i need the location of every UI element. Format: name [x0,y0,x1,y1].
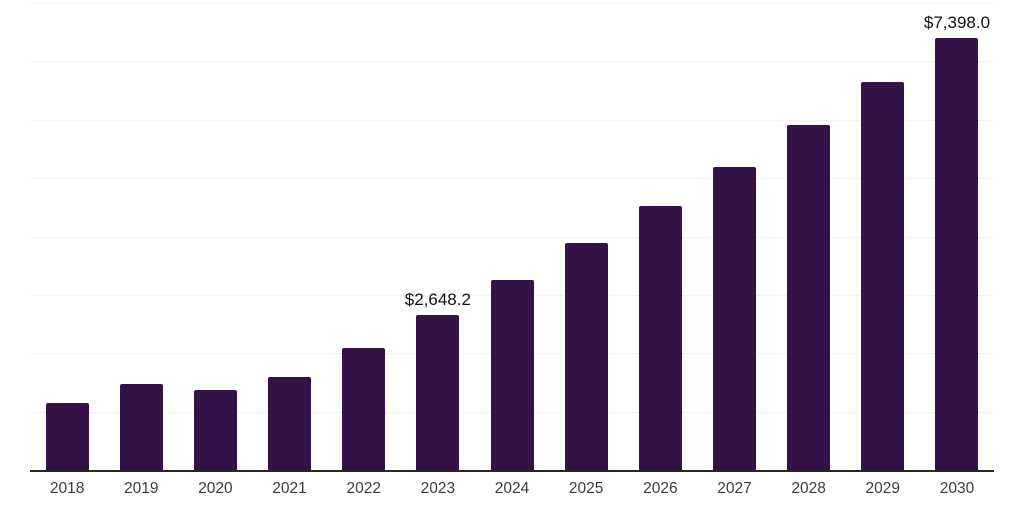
bar-2024 [490,280,534,470]
bar-2022 [342,348,386,470]
bar-2028 [787,125,831,470]
x-tick-2028: 2028 [791,480,826,497]
x-axis: 2018 2019 2020 2021 2022 2023 2024 2025 2026 2027… [30,479,994,499]
bar-column-2025 [549,3,623,470]
bar-column-2023: $2,648.2 [401,3,475,470]
data-label-2030: $7,398.0 [923,13,991,33]
x-tick-2018: 2018 [49,480,85,497]
bar-2020 [193,390,237,470]
bar-column-2027 [697,3,771,470]
bars-container: $2,648.2 $7,398.0 [30,3,994,470]
bar-2026 [638,206,682,470]
bar-2029 [861,82,905,470]
x-tick-2030: 2030 [939,480,975,497]
bar-column-2029 [846,3,920,470]
x-tick-2020: 2020 [198,480,233,497]
x-tick-2025: 2025 [568,480,604,497]
bar-2018 [45,402,89,470]
gridline [30,236,994,238]
bar-column-2018 [30,3,104,470]
bar-column-2028 [772,3,846,470]
bar-column-2026 [623,3,697,470]
bar-column-2024 [475,3,549,470]
bar-column-2030: $7,398.0 [920,3,994,470]
x-tick-2024: 2024 [494,480,530,497]
x-tick-2026: 2026 [643,480,678,497]
x-tick-2022: 2022 [346,480,381,497]
gridline [30,119,994,121]
bar-2019 [119,384,163,470]
x-tick-2027: 2027 [717,480,752,497]
x-tick-2019: 2019 [123,480,159,497]
bar-column-2019 [104,3,178,470]
plot-area: $2,648.2 $7,398.0 [30,3,994,472]
bar-2023 [416,315,460,470]
bar-2030 [935,38,979,470]
x-tick-2023: 2023 [420,480,456,497]
bar-column-2021 [252,3,326,470]
gridline [30,3,994,4]
data-label-2023: $2,648.2 [404,290,471,310]
bar-2025 [564,242,608,470]
gridline [30,61,994,63]
bar-2021 [268,377,312,470]
gridline [30,178,994,180]
x-tick-2021: 2021 [272,480,307,497]
bar-column-2022 [327,3,401,470]
bar-column-2020 [178,3,252,470]
bar-2027 [712,167,756,470]
x-tick-2029: 2029 [865,480,901,497]
